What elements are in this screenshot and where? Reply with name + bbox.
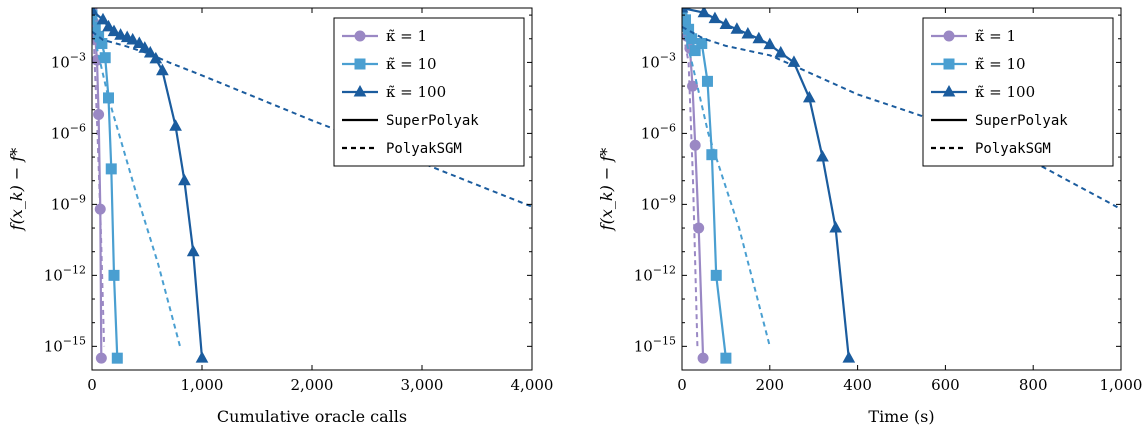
- series-line-superpolyak-kappa-100: [682, 8, 850, 359]
- legend: κ̃ = 1 κ̃ = 10 κ̃ = 100 SuperPolyak PolyakSG…: [922, 17, 1114, 167]
- legend-marker: [943, 58, 955, 70]
- legend-marker: [353, 84, 367, 97]
- y-tick-label: 10−3: [51, 50, 86, 71]
- legend-label: κ̃ = 10: [386, 55, 437, 73]
- legend-label: κ̃ = 10: [975, 55, 1026, 73]
- data-point-triangle: [169, 119, 182, 131]
- x-tick-label: 2,000: [291, 376, 334, 394]
- legend-label: SuperPolyak: [975, 113, 1068, 129]
- data-point-triangle: [842, 351, 856, 363]
- data-point-triangle: [195, 351, 209, 363]
- data-point-triangle: [96, 12, 110, 25]
- x-axis-label: Time (s): [868, 407, 934, 426]
- data-point-square: [682, 8, 688, 19]
- chart-panel-2: 0 200 400 600 800 1,000 10−3 10−6 10−9 10−12 10−15…: [597, 7, 1143, 426]
- data-point-square: [103, 92, 114, 104]
- y-tick-label: 10−15: [634, 334, 676, 355]
- legend-label: κ̃ = 100: [386, 83, 446, 101]
- y-tick-label: 10−6: [641, 121, 676, 142]
- data-point-triangle: [730, 22, 744, 34]
- legend-label: κ̃ = 100: [975, 83, 1035, 101]
- series-line-polyaksgm-kappa-1: [92, 22, 106, 347]
- y-axis-label: f(x_k) − f*: [7, 148, 26, 232]
- data-point-triangle: [102, 19, 115, 32]
- legend-marker: [942, 84, 956, 97]
- x-tick-label: 0: [87, 376, 97, 394]
- data-point-triangle: [802, 90, 816, 103]
- data-point-square: [720, 352, 732, 364]
- y-tick-label: 10−3: [641, 50, 676, 71]
- data-point-triangle: [752, 31, 766, 44]
- data-point-circle: [697, 352, 709, 364]
- chart-panel-1: 0 1,000 2,000 3,000 4,000 10−3 10−6 10−9 10−12 10…: [7, 7, 554, 426]
- y-tick-label: 10−6: [51, 121, 86, 142]
- data-point-triangle: [126, 32, 140, 45]
- x-tick-label: 0: [677, 376, 687, 394]
- legend: κ̃ = 1 κ̃ = 10 κ̃ = 100 SuperPolyak PolyakSG…: [333, 17, 525, 167]
- x-tick-label: 4,000: [511, 376, 554, 394]
- data-point-triangle: [107, 24, 121, 37]
- data-point-triangle: [156, 63, 169, 76]
- x-tick-label: 800: [1019, 376, 1048, 394]
- legend-label: PolyakSGM: [386, 141, 462, 157]
- series-line-polyaksgm-kappa-1: [682, 26, 699, 347]
- data-point-square: [710, 269, 722, 281]
- x-axis-label: Cumulative oracle calls: [217, 407, 407, 426]
- legend-marker: [943, 30, 955, 42]
- series-line-superpolyak-kappa-10: [92, 14, 119, 359]
- series-line-polyaksgm-kappa-10: [92, 19, 181, 347]
- data-point-triangle: [816, 150, 829, 162]
- x-tick-label: 200: [755, 376, 784, 394]
- x-tick-label: 1,000: [1100, 376, 1143, 394]
- data-point-square: [105, 163, 117, 175]
- data-point-triangle: [697, 8, 711, 18]
- data-point-triangle: [132, 36, 146, 48]
- data-point-triangle: [763, 37, 777, 50]
- series-line-polyaksgm-kappa-10: [682, 26, 771, 347]
- data-point-triangle: [708, 11, 722, 24]
- legend-label: κ̃ = 1: [386, 27, 427, 45]
- x-tick-label: 600: [931, 376, 960, 394]
- data-point-square: [706, 149, 718, 161]
- y-tick-label: 10−15: [44, 334, 86, 355]
- data-point-triangle: [682, 8, 689, 13]
- legend-label: κ̃ = 1: [975, 27, 1016, 45]
- data-point-square: [99, 52, 111, 64]
- data-point-square: [696, 37, 708, 49]
- series-group: [682, 8, 1121, 364]
- data-point-triangle: [178, 173, 191, 186]
- legend-label: PolyakSGM: [975, 141, 1051, 157]
- data-point-square: [108, 269, 120, 281]
- y-tick-label: 10−9: [51, 192, 86, 213]
- data-point-square: [686, 33, 698, 45]
- y-tick-label: 10−12: [634, 263, 676, 284]
- data-point-circle: [93, 108, 105, 120]
- legend-marker: [354, 58, 366, 70]
- data-point-square: [689, 45, 701, 57]
- x-tick-label: 1,000: [181, 376, 224, 394]
- y-axis-label: f(x_k) − f*: [597, 148, 616, 232]
- plot-frame: [681, 7, 1122, 371]
- x-tick-label: 3,000: [401, 376, 444, 394]
- data-point-triangle: [829, 221, 842, 233]
- legend-marker: [354, 30, 366, 42]
- data-point-triangle: [774, 45, 788, 58]
- data-point-triangle: [186, 244, 200, 257]
- y-tick-label: 10−9: [641, 192, 676, 213]
- data-point-circle: [95, 352, 107, 364]
- data-point-square: [111, 352, 123, 364]
- y-tick-label: 10−12: [44, 263, 86, 284]
- x-tick-label: 400: [843, 376, 872, 394]
- data-point-triangle: [92, 8, 99, 15]
- data-point-triangle: [719, 17, 733, 30]
- data-point-square: [701, 75, 713, 87]
- data-point-triangle: [114, 28, 127, 40]
- data-point-triangle: [741, 26, 755, 39]
- data-point-triangle: [143, 45, 157, 58]
- legend-label: SuperPolyak: [386, 113, 479, 129]
